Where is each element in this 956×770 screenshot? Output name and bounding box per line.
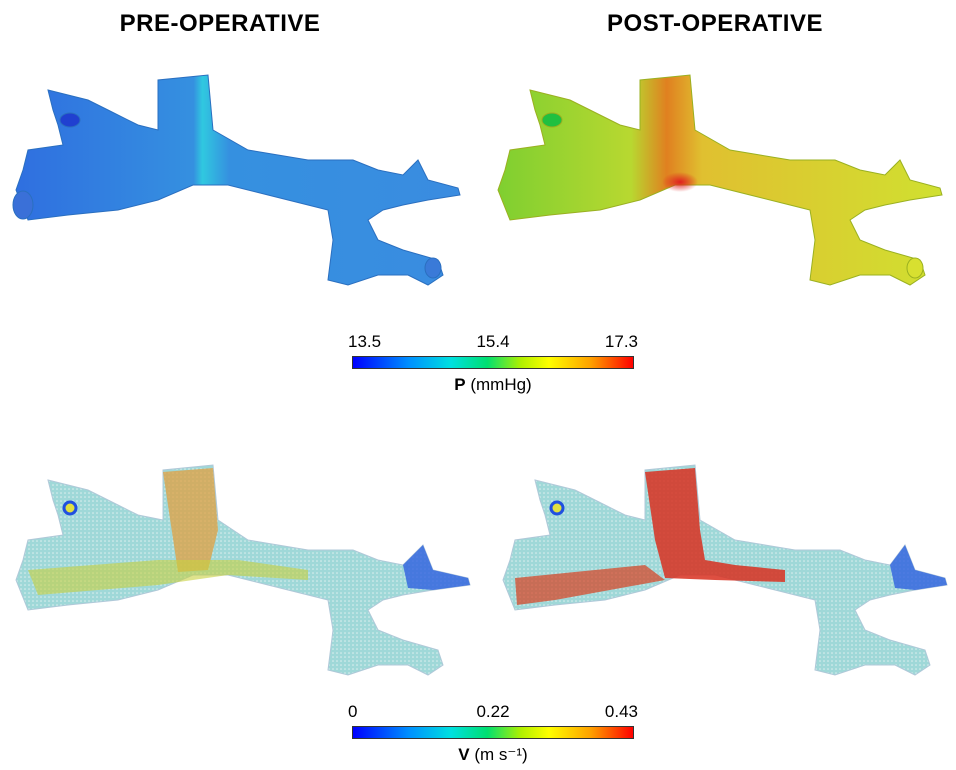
vessel-shape	[502, 464, 948, 676]
velocity-map-pre-operative	[15, 464, 471, 676]
pressure-map-pre-operative	[12, 74, 461, 286]
variable-name: V	[458, 745, 470, 764]
vessel-shape	[497, 74, 943, 286]
velocity-colorbar: 0 0.22 0.43 V (m s⁻¹)	[348, 702, 638, 765]
colorbar-label: V (m s⁻¹)	[352, 745, 634, 765]
tick-label: 15.4	[476, 332, 510, 351]
variable-name: P	[454, 375, 466, 394]
colorbar-gradient	[352, 726, 634, 739]
variable-unit: (mmHg)	[470, 375, 532, 394]
pressure-map-post-operative	[497, 74, 943, 286]
vessel-shape	[15, 464, 471, 676]
tick-label: 0	[348, 702, 358, 721]
colorbar-gradient	[352, 356, 634, 369]
tick-label: 0.22	[476, 702, 510, 721]
pre-operative-title: PRE-OPERATIVE	[119, 10, 321, 37]
pressure-colorbar: 13.5 15.4 17.3 P (mmHg)	[348, 332, 638, 395]
tick-label: 17.3	[604, 332, 638, 351]
colorbar-label: P (mmHg)	[352, 375, 634, 395]
post-operative-title: POST-OPERATIVE	[607, 10, 823, 37]
variable-unit: (m s⁻¹)	[474, 745, 528, 764]
velocity-map-post-operative	[502, 464, 948, 676]
tick-label: 13.5	[348, 332, 382, 351]
tick-label: 0.43	[604, 702, 638, 721]
vessel-shape	[12, 74, 461, 286]
